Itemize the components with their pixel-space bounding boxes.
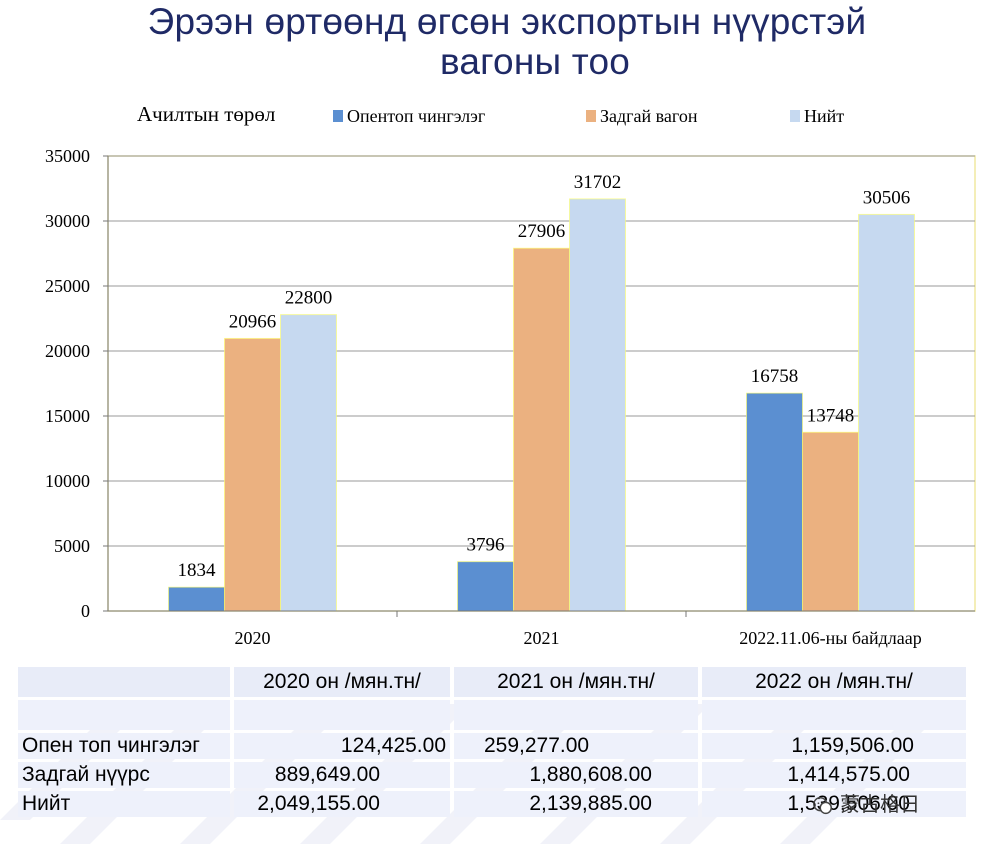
data-labels: 1834 20966 22800 3796 27906 31702 16758 13748 30… [178, 172, 911, 581]
table-cell: 259,277.00 [454, 733, 698, 759]
bar [168, 586, 225, 612]
wechat-icon [813, 796, 832, 814]
y-tick-label: 25000 [45, 276, 90, 296]
bar [513, 247, 570, 612]
table-row: Опен топ чингэлэг 124,425.00 259,277.00 … [18, 733, 966, 759]
legend-swatch [586, 110, 596, 122]
table-row-label: Нийт [18, 791, 230, 817]
table-header-row: 2020 он /мян.тн/ 2021 он /мян.тн/ 2022 о… [18, 667, 966, 697]
legend-label: Опентоп чингэлэг [347, 106, 485, 126]
data-label: 16758 [751, 366, 799, 387]
x-tick-label: 2022.11.06-ны байдлаар [739, 628, 921, 648]
data-label: 31702 [574, 172, 622, 193]
bars [168, 198, 915, 612]
y-tick-label: 10000 [45, 471, 90, 491]
y-tick-label: 30000 [45, 211, 90, 231]
bar [280, 314, 337, 612]
bar-chart: Ачилтын төрөл Опентоп чингэлэг Задгай ваг… [12, 88, 984, 658]
legend-label: Нийт [804, 106, 844, 126]
bar [802, 431, 859, 612]
table-header-cell [18, 667, 230, 697]
axes: 0 5000 10000 15000 20000 25000 30000 35000 2020 2… [45, 146, 975, 648]
data-label: 22800 [285, 288, 333, 309]
legend-label: Задгай вагон [600, 106, 698, 126]
table-spacer-row [18, 700, 966, 730]
table-cell: 2,139,885.00 [454, 791, 698, 817]
legend-swatch [790, 110, 800, 122]
bar [858, 213, 915, 612]
table-header-cell: 2022 он /мян.тн/ [702, 667, 966, 697]
table-row-label: Опен топ чингэлэг [18, 733, 230, 759]
table-row: Нийт 2,049,155.00 2,139,885.00 1,539,506… [18, 791, 966, 817]
legend-title: Ачилтын төрөл [137, 102, 275, 126]
table-cell: 124,425.00 [234, 733, 450, 759]
legend-swatch [333, 110, 343, 122]
data-label: 30506 [863, 187, 911, 208]
bar [457, 561, 514, 612]
y-tick-label: 0 [81, 601, 90, 621]
table-header-cell: 2021 он /мян.тн/ [454, 667, 698, 697]
data-label: 27906 [518, 221, 566, 242]
table-cell: 889,649.00 [234, 762, 450, 788]
watermark: 蒙古格日 [812, 788, 920, 817]
watermark-text: 蒙古格日 [840, 792, 920, 816]
chart-title-line-1: Эрээн өртөөнд өгсөн экспортын нүүрстэй [147, 1, 867, 42]
bar [746, 392, 803, 612]
y-tick-label: 20000 [45, 341, 90, 361]
bar [224, 337, 281, 612]
x-tick-label: 2020 [235, 628, 271, 648]
table-header-cell: 2020 он /мян.тн/ [234, 667, 450, 697]
table-cell: 1,159,506.00 [702, 733, 966, 759]
data-label: 1834 [178, 560, 217, 581]
chart-title-line-2: вагоны тоо [439, 41, 631, 82]
table-row: Задгай нүүрс 889,649.00 1,880,608.00 1,4… [18, 762, 966, 788]
bar [569, 198, 626, 612]
table-cell: 2,049,155.00 [234, 791, 450, 817]
data-label: 13748 [807, 405, 855, 426]
x-tick-label: 2021 [524, 628, 560, 648]
data-table: 2020 он /мян.тн/ 2021 он /мян.тн/ 2022 о… [14, 664, 970, 820]
table-row-label: Задгай нүүрс [18, 762, 230, 788]
data-label: 3796 [467, 535, 505, 556]
legend: Опентоп чингэлэг Задгай вагон Нийт [333, 106, 844, 126]
data-label: 20966 [229, 311, 277, 332]
y-tick-label: 5000 [54, 536, 90, 556]
y-tick-label: 15000 [45, 406, 90, 426]
y-tick-label: 35000 [45, 146, 90, 166]
table-cell: 1,414,575.00 [702, 762, 966, 788]
table-cell: 1,880,608.00 [454, 762, 698, 788]
